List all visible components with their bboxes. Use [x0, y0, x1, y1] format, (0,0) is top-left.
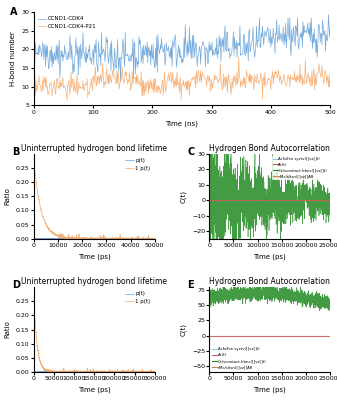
CCND1-CDK4-P21: [175, 70, 179, 75]
1 p(t): [44, 222, 48, 226]
1 p(t): [128, 236, 132, 241]
p(t): [44, 236, 48, 241]
Title: Uninterrupted hydrogen bond lifetime: Uninterrupted hydrogen bond lifetime: [21, 277, 167, 286]
p(t): [81, 236, 85, 241]
CCND1-CDK4: [193, 55, 197, 60]
p(t): [87, 370, 91, 374]
X-axis label: Time (ps): Time (ps): [253, 254, 286, 260]
1 p(t): [32, 289, 36, 294]
Text: A: A: [10, 7, 18, 17]
X-axis label: Time (ns): Time (ns): [165, 120, 198, 127]
CCND1-CDK4-P21: [173, 84, 177, 88]
CCND1-CDK4-P21: [193, 74, 197, 79]
1 p(t): [62, 236, 66, 241]
Legend: p(t), 1 p(t): p(t), 1 p(t): [123, 290, 152, 306]
CCND1-CDK4-P21: [237, 55, 241, 60]
Line: p(t): p(t): [34, 238, 155, 239]
1 p(t): [85, 236, 89, 241]
p(t): [32, 369, 36, 374]
CCND1-CDK4: [322, 33, 326, 38]
Legend: Acfs/fsn syctv([]vz[]t), Ac(t), Cc/scontact.hbns([]vz[]t), sMc/sItsn([]vz[]AR: Acfs/fsn syctv([]vz[]t), Ac(t), Cc/scont…: [272, 156, 328, 180]
Text: C: C: [187, 147, 195, 157]
1 p(t): [87, 370, 91, 374]
Text: B: B: [12, 147, 19, 157]
Title: Hydrogen Bond Autocorrelation: Hydrogen Bond Autocorrelation: [209, 144, 330, 153]
p(t): [38, 369, 42, 374]
1 p(t): [127, 370, 131, 374]
CCND1-CDK4-P21: [209, 89, 213, 94]
Text: D: D: [12, 280, 20, 290]
1 p(t): [32, 156, 36, 161]
Legend: p(t), 1 p(t): p(t), 1 p(t): [123, 156, 152, 173]
1 p(t): [153, 236, 157, 241]
Line: CCND1-CDK4: CCND1-CDK4: [34, 15, 330, 81]
p(t): [109, 235, 113, 240]
p(t): [128, 236, 132, 241]
p(t): [153, 370, 157, 374]
CCND1-CDK4-P21: [328, 75, 332, 80]
CCND1-CDK4: [175, 60, 179, 64]
CCND1-CDK4-P21: [322, 77, 326, 82]
p(t): [115, 236, 119, 241]
1 p(t): [153, 370, 157, 374]
CCND1-CDK4: [209, 48, 213, 53]
Title: Uninterrupted hydrogen bond lifetime: Uninterrupted hydrogen bond lifetime: [21, 144, 167, 153]
CCND1-CDK4: [118, 79, 122, 84]
p(t): [85, 236, 89, 240]
p(t): [149, 370, 153, 374]
CCND1-CDK4-P21: [32, 86, 36, 91]
p(t): [32, 370, 36, 374]
Legend: CCND1-CDK4, CCND1-CDK4-P21: CCND1-CDK4, CCND1-CDK4-P21: [36, 15, 98, 31]
Y-axis label: H-bond number: H-bond number: [10, 31, 16, 86]
CCND1-CDK4: [327, 12, 331, 17]
1 p(t): [38, 358, 42, 363]
p(t): [127, 370, 131, 374]
CCND1-CDK4: [328, 25, 332, 30]
1 p(t): [149, 370, 153, 374]
1 p(t): [91, 370, 95, 374]
p(t): [153, 236, 157, 241]
Y-axis label: C(t): C(t): [180, 323, 186, 336]
CCND1-CDK4-P21: [65, 98, 69, 103]
X-axis label: Time (ps): Time (ps): [78, 387, 111, 393]
Line: 1 p(t): 1 p(t): [34, 158, 155, 239]
Y-axis label: Ratio: Ratio: [4, 187, 10, 205]
1 p(t): [45, 370, 50, 374]
Line: CCND1-CDK4-P21: CCND1-CDK4-P21: [34, 57, 330, 100]
p(t): [126, 236, 130, 241]
Title: Hydrogen Bond Autocorrelation: Hydrogen Bond Autocorrelation: [209, 277, 330, 286]
Line: 1 p(t): 1 p(t): [34, 292, 155, 372]
Legend: Acfs/fsn syctv([]vz[]t), Ac(t), Cc/scontact.hbns([]vz[]t), sMc/sItsn([]vz[]AR: Acfs/fsn syctv([]vz[]t), Ac(t), Cc/scont…: [211, 346, 268, 370]
1 p(t): [126, 236, 130, 241]
X-axis label: Time (ps): Time (ps): [253, 387, 286, 393]
1 p(t): [115, 236, 119, 241]
p(t): [91, 370, 95, 374]
1 p(t): [81, 236, 85, 241]
p(t): [149, 370, 153, 374]
1 p(t): [149, 369, 153, 374]
Y-axis label: C(t): C(t): [180, 190, 186, 203]
CCND1-CDK4-P21: [276, 72, 280, 77]
CCND1-CDK4: [173, 32, 177, 37]
Text: E: E: [187, 280, 194, 290]
Line: p(t): p(t): [34, 371, 155, 372]
CCND1-CDK4: [32, 38, 36, 43]
Y-axis label: Ratio: Ratio: [4, 320, 10, 338]
CCND1-CDK4: [275, 40, 279, 45]
X-axis label: Time (ps): Time (ps): [78, 254, 111, 260]
p(t): [121, 368, 125, 373]
p(t): [32, 236, 36, 241]
